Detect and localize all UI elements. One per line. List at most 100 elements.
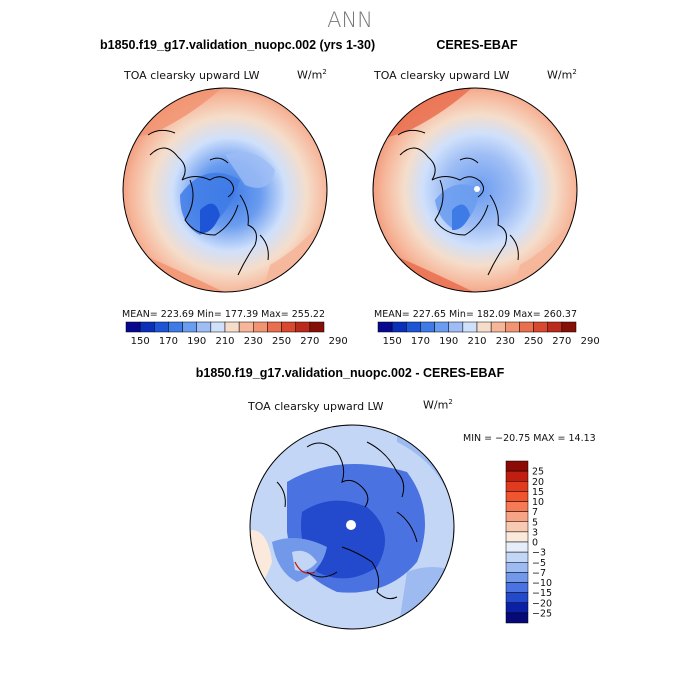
panel-1-colorbar-tick-label: 170: [159, 336, 178, 347]
panel-2-colorbar-swatch: [462, 321, 478, 333]
panel-2-coastlines: [397, 129, 519, 276]
panel-2-units: W/m2: [547, 68, 577, 82]
panel-3-colorbar-swatch: [505, 521, 529, 533]
panel-2-colorbar-tick-label: 270: [552, 336, 571, 347]
panel-2-field: [373, 88, 577, 292]
panel-3-colorbar-swatch: [505, 551, 529, 563]
panel-2-colorbar-swatch: [561, 321, 577, 333]
panel-1-map: [122, 87, 328, 293]
panel-2-map: [372, 87, 578, 293]
panel-1-colorbar-swatch: [238, 321, 254, 333]
panel-3-colorbar-tick-label: 15: [532, 487, 544, 498]
panel-1-stats: MEAN= 223.69 Min= 177.39 Max= 255.22: [122, 309, 326, 320]
panel-1-colorbar-tick-label: 150: [131, 336, 150, 347]
panel-1-colorbar-swatch: [295, 321, 311, 333]
panel-1-units: W/m2: [297, 68, 327, 82]
panel-1-colorbar-tick-label: 230: [244, 336, 263, 347]
panel-1-colorbar-swatch: [224, 321, 240, 333]
panel-2-colorbar-swatch: [391, 321, 407, 333]
panel-3-colorbar-swatch: [505, 612, 529, 624]
panel-2-title: CERES-EBAF: [436, 38, 518, 52]
panel-3-colorbar-swatch: [505, 572, 529, 583]
panel-1-colorbar-swatch: [168, 321, 183, 333]
panel-1-colorbar-swatch: [125, 321, 141, 333]
panel-2-colorbar-swatch: [434, 321, 449, 333]
figure-title: ANN: [327, 8, 373, 32]
panel-1-colorbar-tick-label: 210: [215, 336, 234, 347]
panel-3-colorbar-swatch: [505, 602, 529, 614]
panel-1-field: [123, 88, 327, 292]
panel-1-colorbar-tick-label: 250: [272, 336, 291, 347]
panel-3-colorbar-tick-label: −15: [532, 588, 552, 599]
panel-3-field: [250, 425, 454, 629]
panel-3-colorbar-tick-label: 20: [532, 477, 544, 488]
panel-2-colorbar-tick-label: 190: [439, 336, 458, 347]
panel-2-colorbar-tick-label: 250: [524, 336, 543, 347]
panel-3-colorbar-swatch: [505, 592, 529, 603]
panel-2-stats: MEAN= 227.65 Min= 182.09 Max= 260.37: [374, 309, 578, 320]
panel-3-colorbar-swatch: [505, 481, 529, 492]
panel-2-colorbar-tick-label: 210: [467, 336, 486, 347]
panel-2-colorbar-tick-label: 230: [496, 336, 515, 347]
panel-3-units: W/m2: [423, 398, 453, 412]
panel-3-map: [249, 424, 455, 630]
panel-1-colorbar: 150 170 190 210 230 250 270 290: [125, 321, 348, 347]
panel-3-colorbar-swatch: [505, 491, 529, 502]
panel-1-coastlines: [147, 129, 269, 276]
panel-3-colorbar-tick-label: −25: [532, 608, 552, 619]
panel-2-colorbar-swatch: [448, 321, 464, 333]
panel-2-colorbar-swatch: [505, 321, 520, 333]
panel-1-colorbar-swatch: [253, 321, 268, 333]
panel-3-variable-label: TOA clearsky upward LW: [248, 400, 384, 413]
panel-3-colorbar-swatch: [505, 470, 529, 482]
panel-3-colorbar-swatch: [505, 541, 529, 553]
panel-3-colorbar-swatch: [505, 582, 529, 593]
panel-2-colorbar-swatch: [533, 321, 548, 333]
panel-3-title: b1850.f19_g17.validation_nuopc.002 - CER…: [195, 366, 505, 380]
panel-3-colorbar-tick-label: 0: [532, 538, 538, 549]
panel-2-variable-label: TOA clearsky upward LW: [374, 69, 510, 82]
panel-1-colorbar-swatch: [139, 321, 155, 333]
panel-3-colorbar-tick-label: −10: [532, 578, 552, 589]
panel-3-colorbar-swatch: [505, 501, 529, 512]
panel-3-coastlines: [276, 441, 418, 600]
panel-3-colorbar-tick-label: −7: [532, 568, 546, 579]
panel-1-variable-label: TOA clearsky upward LW: [124, 69, 260, 82]
panel-3-colorbar-swatch: [505, 511, 529, 522]
panel-1-colorbar-tick-label: 290: [329, 336, 348, 347]
panel-3-colorbar-swatch: [505, 531, 529, 543]
panel-2-colorbar-swatch: [519, 321, 534, 333]
panel-2-colorbar-swatch: [420, 321, 435, 333]
panel-2-colorbar-tick-label: 150: [383, 336, 402, 347]
panel-3-colorbar-tick-label: −3: [532, 548, 546, 559]
panel-3-colorbar-tick-label: 7: [532, 507, 538, 518]
panel-2-colorbar-swatch: [490, 321, 506, 333]
panel-1-colorbar-swatch: [309, 321, 325, 333]
panel-1-colorbar-swatch: [196, 321, 212, 333]
panel-1-colorbar-swatch: [182, 321, 197, 333]
panel-2-colorbar-swatch: [406, 321, 421, 333]
panel-1-colorbar-swatch: [267, 321, 282, 333]
panel-2-colorbar-swatch: [476, 321, 492, 333]
panel-1-colorbar-swatch: [281, 321, 296, 333]
panel-2-colorbar-swatch: [377, 321, 393, 333]
panel-2-colorbar: 150 170 190 210 230 250 270 290: [377, 321, 600, 347]
panel-3-colorbar-swatch: [505, 562, 529, 573]
panel-3-stats: MIN = −20.75 MAX = 14.13: [463, 433, 596, 444]
panel-1-colorbar-tick-label: 190: [187, 336, 206, 347]
panel-1-title: b1850.f19_g17.validation_nuopc.002 (yrs …: [100, 38, 376, 52]
panel-3-colorbar-tick-label: 5: [532, 517, 538, 528]
panel-3-colorbar-tick-label: −20: [532, 598, 552, 609]
panel-3-colorbar-tick-label: 10: [532, 497, 544, 508]
panel-3-colorbar-tick-label: 3: [532, 527, 538, 538]
panel-2-colorbar-tick-label: 290: [581, 336, 600, 347]
panel-1-colorbar-tick-label: 270: [300, 336, 319, 347]
panel-1-colorbar-swatch: [210, 321, 226, 333]
panel-2-colorbar-swatch: [547, 321, 563, 333]
panel-1-colorbar-swatch: [154, 321, 169, 333]
panel-2-colorbar-tick-label: 170: [411, 336, 430, 347]
panel-3-colorbar-swatch: [505, 460, 529, 472]
panel-3-colorbar-tick-label: −5: [532, 558, 546, 569]
panel-3-colorbar-tick-label: 25: [532, 467, 544, 478]
